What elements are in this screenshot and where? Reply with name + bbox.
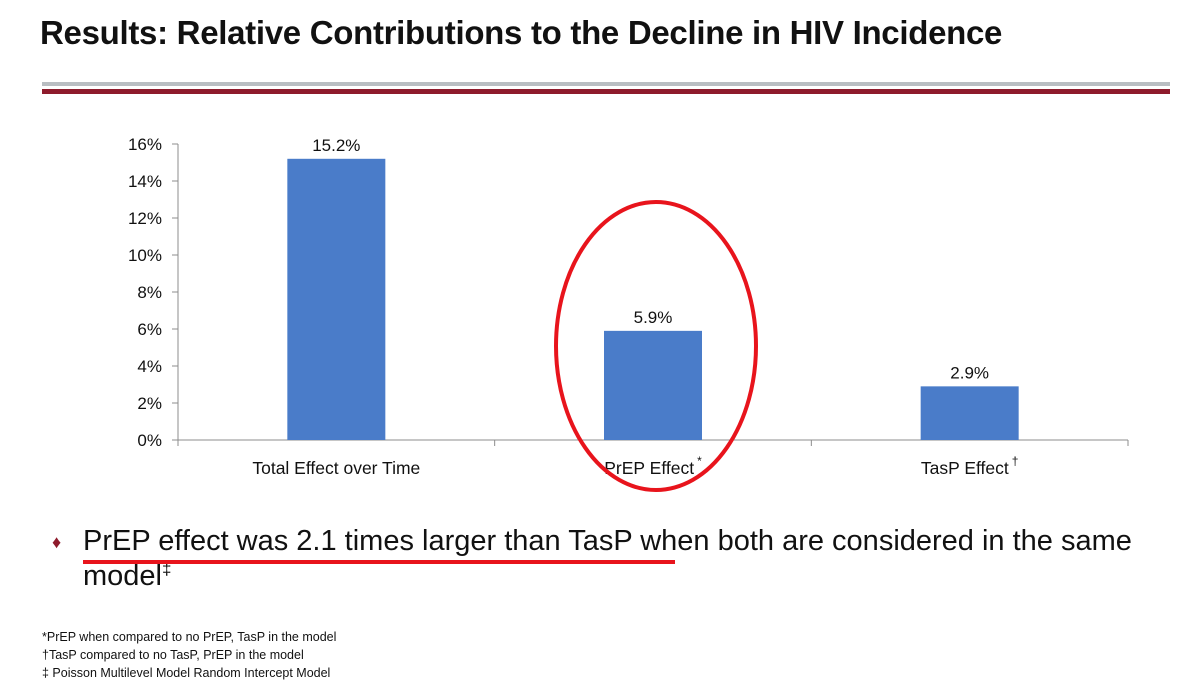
data-label: 15.2% bbox=[312, 136, 360, 155]
footnote-model: ‡ Poisson Multilevel Model Random Interc… bbox=[42, 666, 331, 680]
y-tick-label: 2% bbox=[137, 394, 162, 413]
slide-title: Results: Relative Contributions to the D… bbox=[40, 14, 1003, 51]
footnote-tasp: †TasP compared to no TasP, PrEP in the m… bbox=[42, 648, 304, 662]
title-rule-red bbox=[42, 89, 1170, 94]
y-tick-label: 8% bbox=[137, 283, 162, 302]
category-footnote-mark: * bbox=[697, 454, 702, 468]
bar bbox=[604, 330, 702, 440]
y-tick-label: 16% bbox=[128, 135, 162, 154]
bar bbox=[287, 158, 386, 441]
data-label: 2.9% bbox=[950, 363, 989, 382]
category-footnote-mark: † bbox=[1012, 454, 1019, 468]
y-tick-label: 0% bbox=[137, 431, 162, 450]
y-tick-label: 4% bbox=[137, 357, 162, 376]
footnotes: *PrEP when compared to no PrEP, TasP in … bbox=[42, 628, 336, 682]
y-tick-label: 12% bbox=[128, 209, 162, 228]
footnote-prep: *PrEP when compared to no PrEP, TasP in … bbox=[42, 630, 337, 644]
key-finding-footnote-mark: ‡ bbox=[162, 559, 172, 579]
category-label: TasP Effect † bbox=[921, 454, 1019, 478]
highlight-underline bbox=[83, 560, 675, 564]
data-label: 5.9% bbox=[634, 308, 673, 327]
chart-bars bbox=[287, 158, 1019, 441]
y-tick-label: 10% bbox=[128, 246, 162, 265]
category-label: PrEP Effect * bbox=[604, 454, 702, 478]
chart-highlights bbox=[554, 200, 758, 492]
y-tick-label: 6% bbox=[137, 320, 162, 339]
category-label: Total Effect over Time bbox=[252, 458, 420, 478]
bullet-diamond-icon: ♦ bbox=[52, 532, 62, 552]
chart-labels: 15.2% Total Effect over Time 5.9% PrEP Effe… bbox=[252, 136, 1018, 478]
title-rule-gray bbox=[42, 82, 1170, 86]
highlight-ellipse bbox=[554, 200, 758, 492]
bar bbox=[920, 386, 1019, 440]
key-finding-statement: PrEP effect was 2.1 times larger than Ta… bbox=[83, 524, 1183, 594]
key-finding-text: PrEP effect was 2.1 times larger than Ta… bbox=[83, 525, 1132, 592]
y-tick-label: 14% bbox=[128, 172, 162, 191]
